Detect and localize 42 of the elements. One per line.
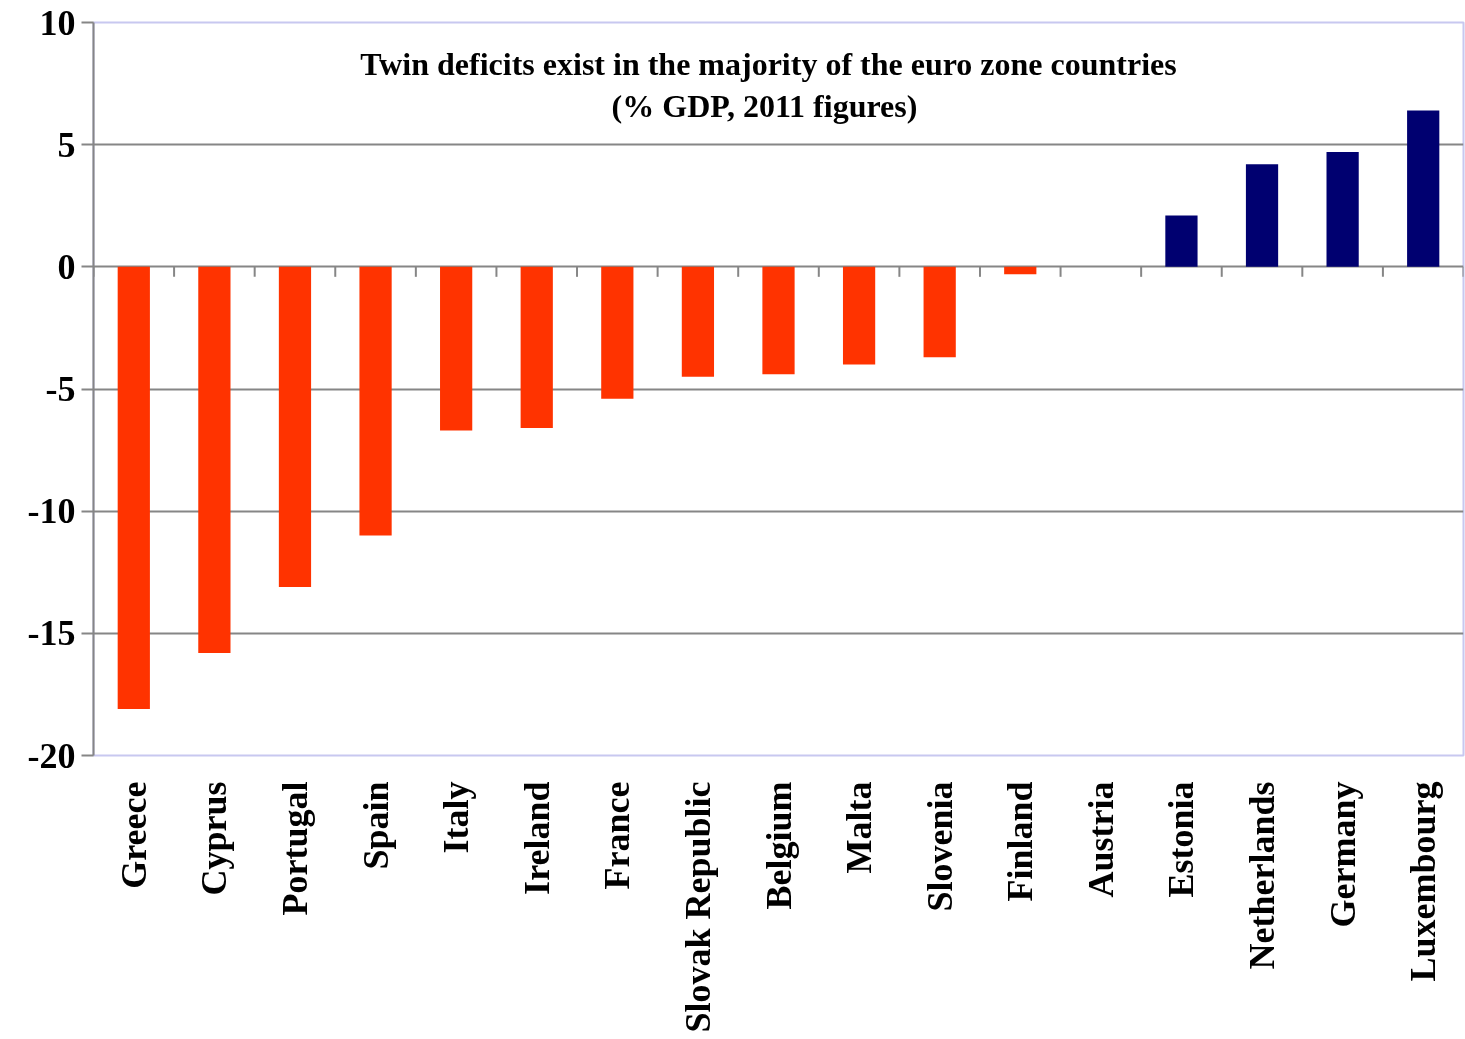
y-tick-label: -5	[45, 369, 76, 409]
y-tick-label: -10	[27, 491, 76, 532]
x-tick-label: Slovak Republic	[677, 781, 718, 1033]
bar	[1407, 110, 1440, 267]
x-tick-label: France	[597, 781, 638, 890]
x-tick-label: Slovenia	[919, 781, 960, 912]
x-tick-label: Portugal	[274, 781, 315, 916]
y-tick-label: 10	[39, 2, 76, 43]
bar	[359, 266, 392, 536]
x-tick-label: Estonia	[1161, 781, 1202, 898]
x-tick-label: Luxembourg	[1403, 781, 1444, 982]
bar	[681, 266, 715, 377]
bar	[198, 266, 231, 653]
x-tick-label: Italy	[436, 781, 477, 854]
bar	[601, 266, 634, 399]
x-tick-label: Ireland	[516, 781, 557, 895]
bar	[440, 266, 473, 431]
bar	[1165, 215, 1198, 267]
y-tick-label: -20	[27, 735, 76, 776]
x-tick-label: Germany	[1322, 781, 1363, 928]
bar	[762, 266, 795, 375]
bar	[923, 266, 956, 358]
bar	[520, 266, 553, 429]
y-tick-label: 0	[57, 246, 76, 287]
bar	[1326, 152, 1359, 267]
x-tick-label: Spain	[355, 781, 396, 870]
x-tick-label: Finland	[1000, 781, 1041, 902]
x-tick-label: Netherlands	[1242, 781, 1283, 970]
text: (% GDP, 2011 figures)	[611, 87, 918, 124]
bar	[278, 266, 312, 587]
x-tick-label: Austria	[1080, 781, 1121, 898]
x-tick-label: Greece	[113, 781, 154, 889]
x-tick-label: Malta	[839, 781, 880, 874]
x-tick-label: Belgium	[758, 781, 799, 910]
y-tick-label: 5	[57, 124, 76, 165]
text: Twin deficits exist in the majority of the euro zone countries	[360, 45, 1177, 82]
y-tick-label: -15	[27, 613, 76, 654]
bar	[1004, 266, 1037, 275]
bar	[1245, 164, 1279, 267]
x-tick-label: Cyprus	[194, 781, 235, 896]
bar	[117, 266, 150, 710]
bar	[842, 266, 876, 365]
